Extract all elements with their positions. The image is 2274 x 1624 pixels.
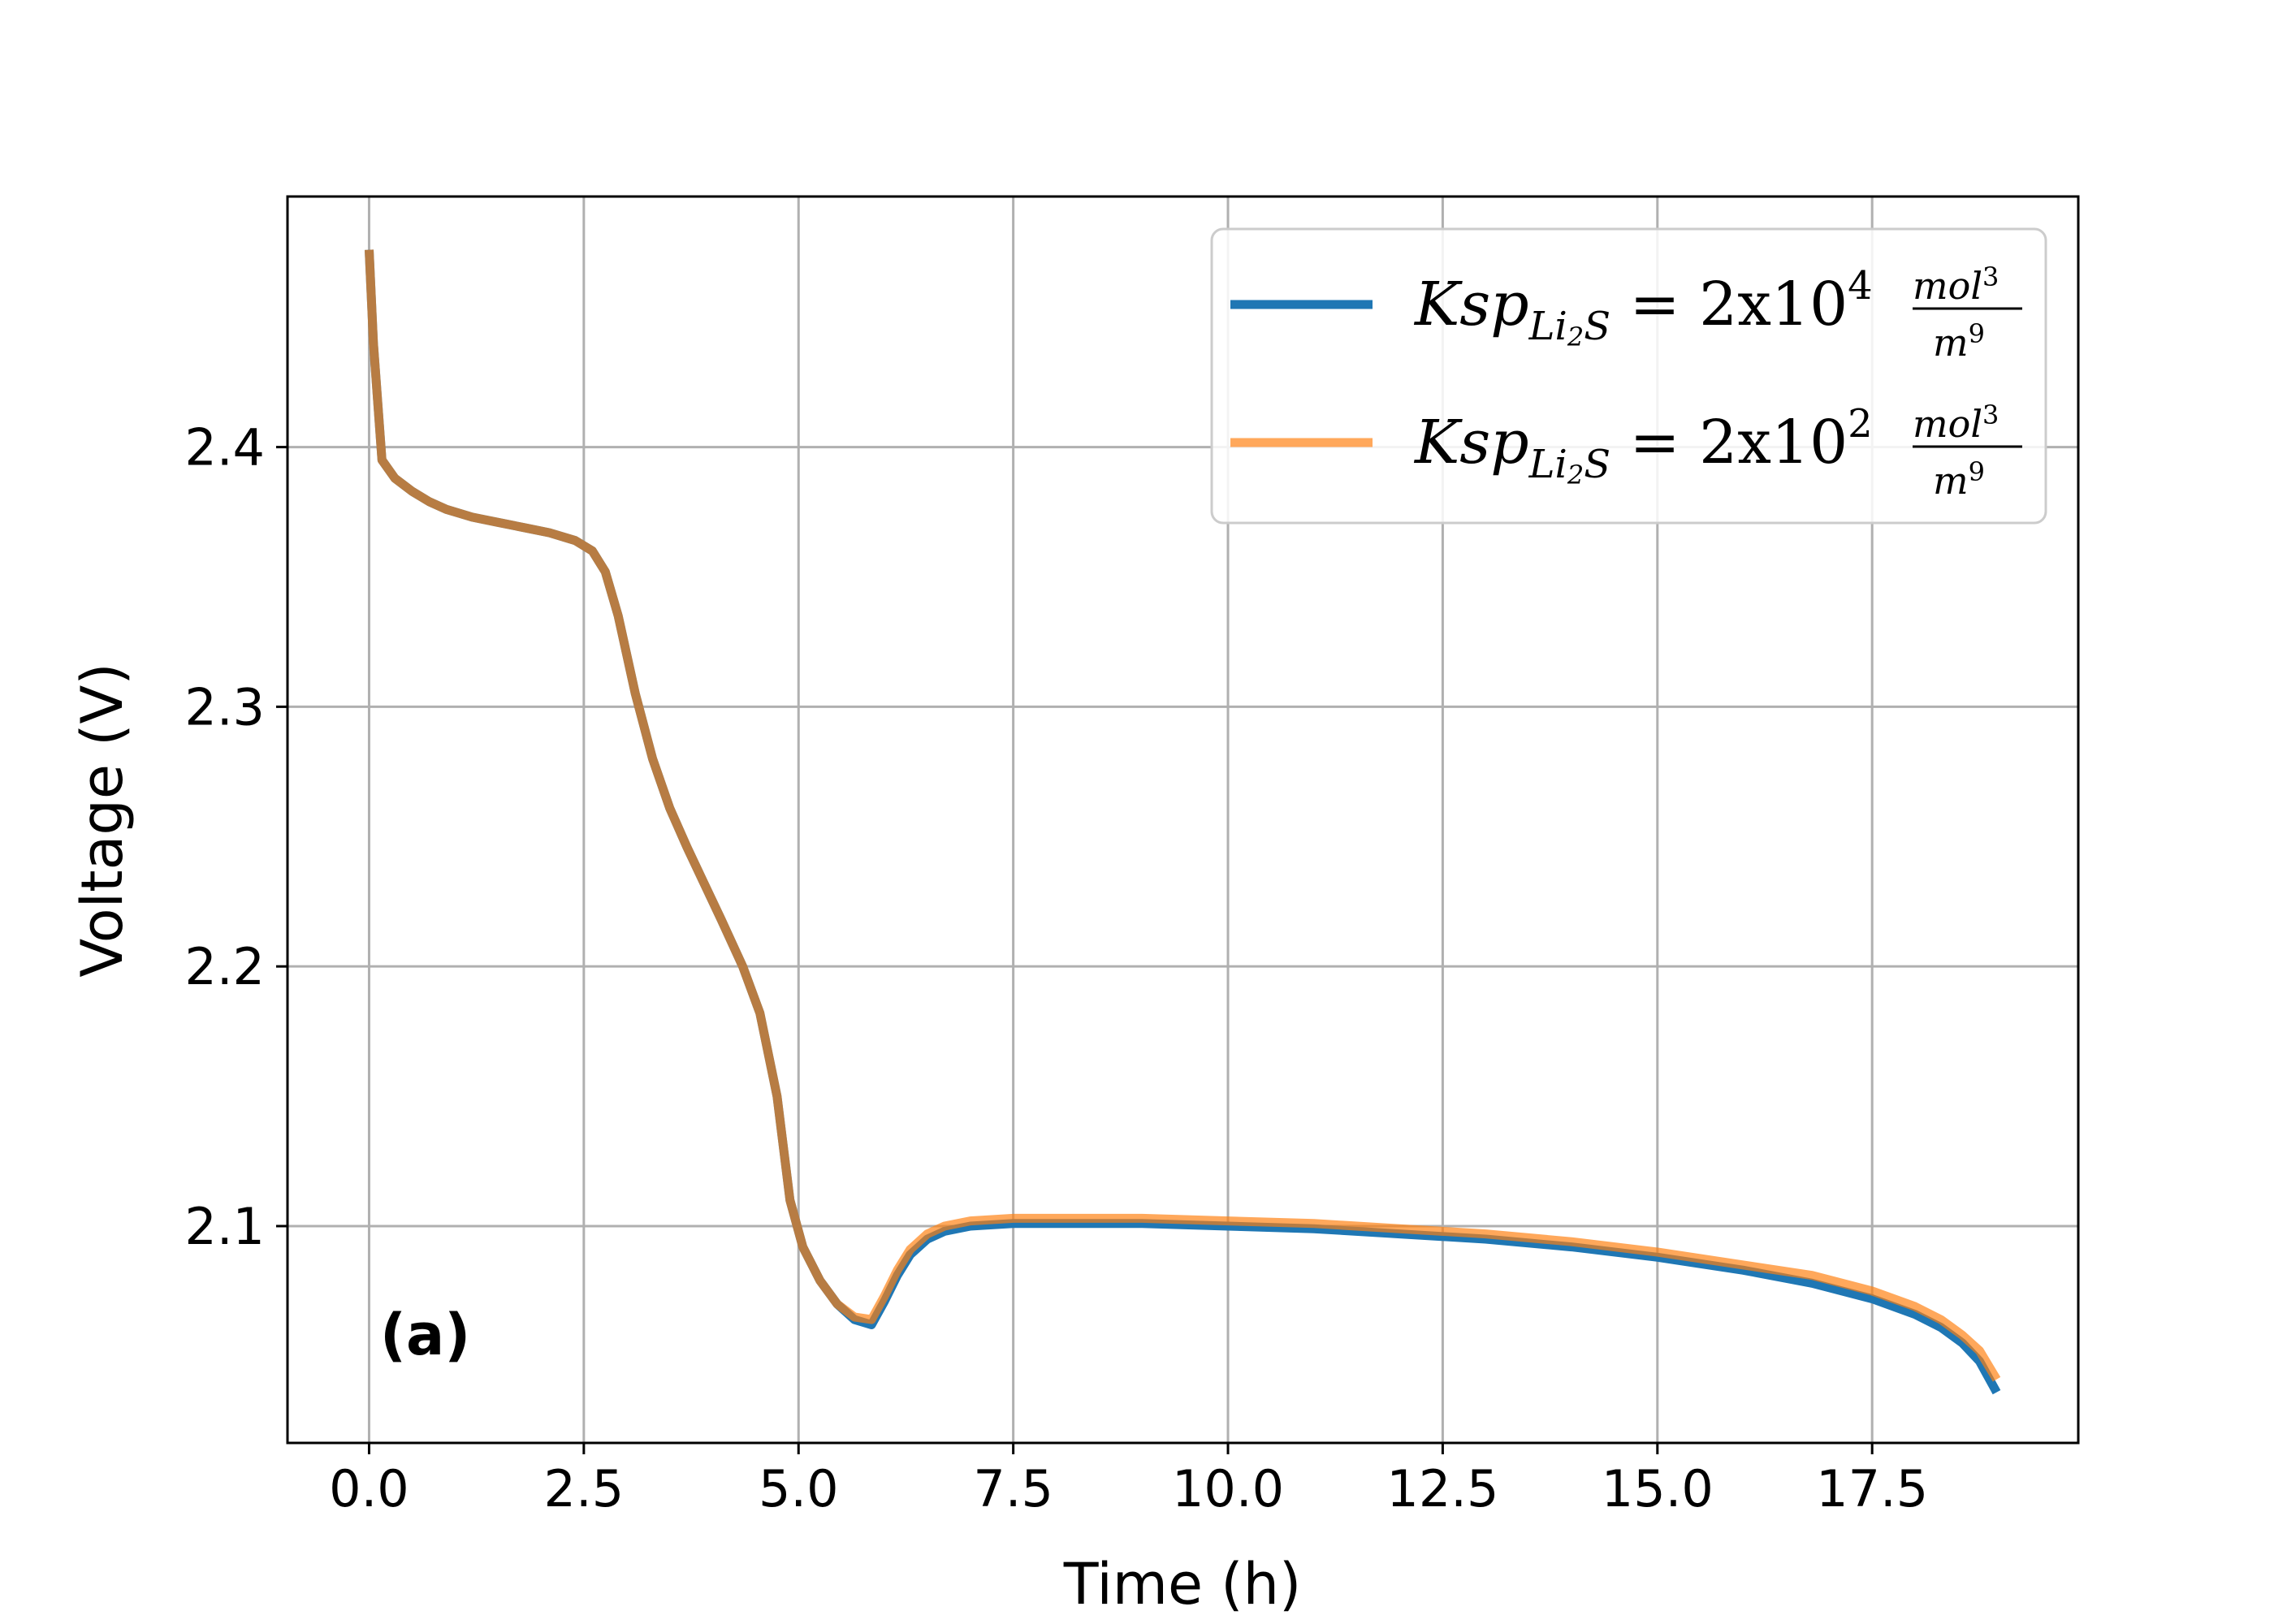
x-tick-label: 0.0 <box>329 1459 409 1518</box>
legend-entry-series-1: KspLi2S = 2x104 mol3 m9 <box>1413 261 2022 365</box>
series-line-2 <box>365 249 2001 1382</box>
legend-frac-den-series-2: m9 <box>1933 456 1985 503</box>
legend-entry-series-2: KspLi2S = 2x102 mol3 m9 <box>1413 400 2022 503</box>
x-tick-label: 5.0 <box>759 1459 839 1518</box>
legend-text-series-2: KspLi2S = 2x102 <box>1413 401 1873 490</box>
legend-box <box>1210 227 2047 525</box>
y-axis-label: Voltage (V) <box>69 663 136 977</box>
y-axis-ticks: 2.1 2.2 2.3 2.4 <box>184 418 287 1256</box>
x-axis-ticks: 0.0 2.5 5.0 7.5 10.0 12.5 15.0 17.5 <box>329 1443 1928 1518</box>
x-tick-label: 12.5 <box>1386 1459 1498 1518</box>
legend-frac-num-series-1: mol3 <box>1913 261 1999 308</box>
legend-frac-num-series-2: mol3 <box>1913 400 1999 446</box>
x-tick-label: 7.5 <box>973 1459 1053 1518</box>
x-tick-label: 2.5 <box>544 1459 625 1518</box>
y-tick-label: 2.2 <box>184 937 265 996</box>
x-axis-label: Time (h) <box>1063 1551 1302 1618</box>
x-tick-label: 10.0 <box>1172 1459 1284 1518</box>
legend-frac-den-series-1: m9 <box>1933 318 1985 365</box>
x-tick-label: 15.0 <box>1602 1459 1714 1518</box>
legend: KspLi2S = 2x104 mol3 m9 KspLi2S = 2x102 … <box>1210 227 2047 525</box>
plot-frame <box>286 195 2080 1445</box>
legend-text-series-1: KspLi2S = 2x104 <box>1413 263 1873 352</box>
y-tick-label: 2.3 <box>184 677 265 736</box>
series-layer <box>365 249 2001 1395</box>
y-tick-label: 2.4 <box>184 418 265 477</box>
x-tick-label: 17.5 <box>1816 1459 1928 1518</box>
panel-label: (a) <box>380 1302 470 1368</box>
y-tick-label: 2.1 <box>184 1197 265 1256</box>
